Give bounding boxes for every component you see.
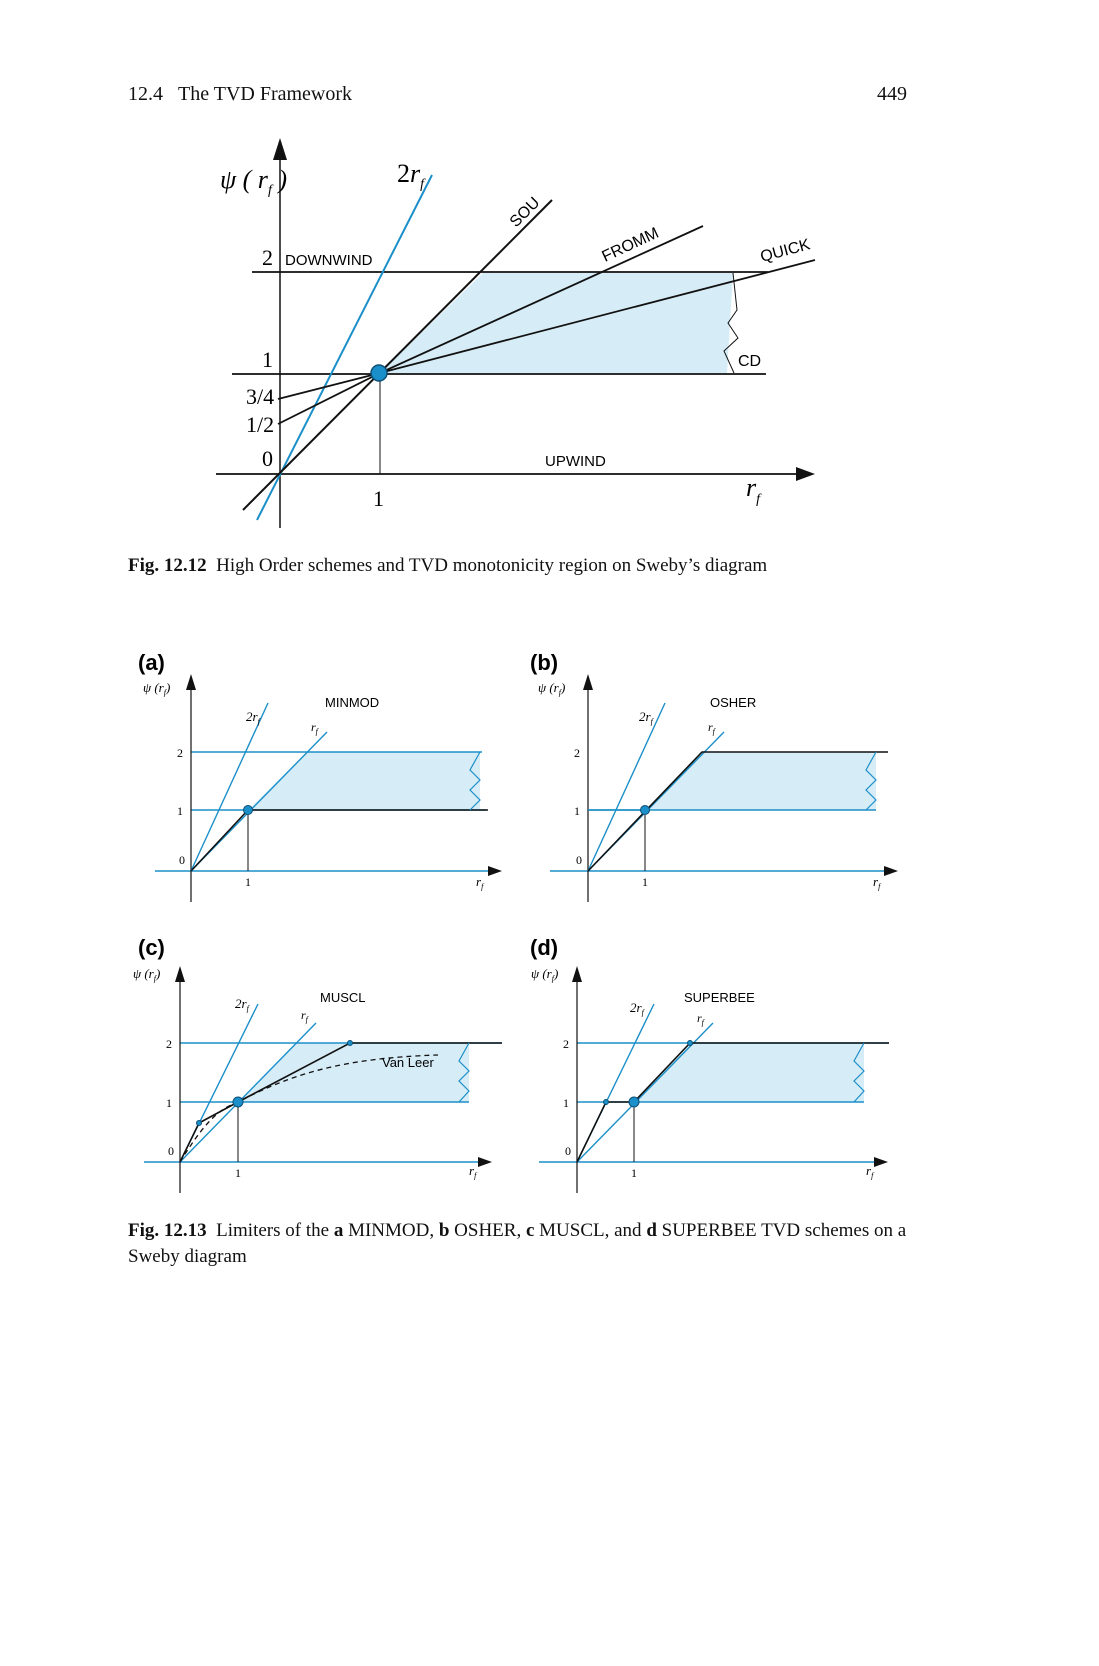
xlabel-c: rf: [469, 1163, 478, 1180]
tick-2: 2: [262, 245, 273, 270]
tick-y0-c: 0: [168, 1144, 174, 1158]
ylabel-d: ψ (rf): [531, 966, 558, 983]
x-tick-1: 1: [373, 486, 384, 511]
caption-part-0: Limiters of the: [216, 1220, 334, 1241]
caption-part-8: SUPERBEE TVD schemes on a Sweby diagram: [128, 1220, 907, 1267]
tick-x1-a: 1: [245, 875, 251, 889]
caption-part-3: b: [438, 1220, 450, 1241]
section-title: The TVD Framework: [178, 83, 353, 105]
tick-y2-b: 2: [574, 746, 580, 760]
ylabel-a: ψ (rf): [143, 680, 170, 697]
caption-label-13: Fig. 12.13: [128, 1220, 207, 1241]
caption-text-13: Limiters of the a MINMOD, b OSHER, c MUS…: [128, 1220, 906, 1267]
panel-letter-d: (d): [530, 935, 558, 960]
panel-d: (d) ψ (rf) SUPERBEE 2rf rf 2 1 0 1 rf: [530, 935, 889, 1193]
label-r-c: rf: [301, 1008, 310, 1024]
tick-3-4: 3/4: [246, 384, 274, 409]
fig12-ylabel: ψ ( rf ): [220, 165, 287, 198]
caption-fig-12-13: Fig. 12.13 Limiters of the a MINMOD, b O…: [128, 1218, 918, 1270]
caption-part-5: c: [525, 1220, 535, 1241]
panel-letter-b: (b): [530, 650, 558, 675]
limiter-osher: [587, 751, 888, 872]
region-b: [588, 752, 876, 871]
label-r-b: rf: [708, 720, 717, 736]
caption-fig-12-12: Fig. 12.12 High Order schemes and TVD mo…: [128, 553, 978, 579]
cd-zigzag: [723, 272, 739, 374]
tick-x1-d: 1: [631, 1166, 637, 1180]
center-point: [370, 364, 388, 382]
tick-0: 0: [262, 446, 273, 471]
caption-label: Fig. 12.12: [128, 555, 207, 576]
name-a: MINMOD: [325, 695, 379, 710]
tick-1-2: 1/2: [246, 412, 274, 437]
panel-letter-a: (a): [138, 650, 165, 675]
caption-part-6: MUSCL, and: [534, 1220, 647, 1241]
tvd-region: [282, 273, 733, 475]
limiter-van-leer: [179, 1054, 439, 1163]
tick-y0-b: 0: [576, 853, 582, 867]
label-cd: CD: [738, 353, 761, 370]
limiter-minmod: [190, 809, 488, 872]
tick-y2-d: 2: [563, 1037, 569, 1051]
panel-a: (a) ψ (rf) MINMOD 2rf rf 2 1 0 1 rf: [138, 650, 502, 902]
label-downwind: DOWNWIND: [285, 252, 373, 269]
page-number: 449: [877, 83, 907, 105]
tick-x1-c: 1: [235, 1166, 241, 1180]
xlabel-d: rf: [866, 1163, 875, 1180]
tick-y2-c: 2: [166, 1037, 172, 1051]
section-number: 12.4: [128, 83, 163, 105]
caption-part-7: d: [646, 1220, 657, 1241]
region-d: [577, 1043, 864, 1162]
tick-y2-a: 2: [177, 746, 183, 760]
caption-part-4: OSHER,: [449, 1220, 526, 1241]
label-2r-a: 2rf: [246, 709, 262, 726]
name-b: OSHER: [710, 695, 756, 710]
line-2r: [256, 174, 433, 521]
panel-c: (c) ψ (rf) MUSCL Van Leer 2rf rf 2 1 0 1…: [133, 935, 502, 1193]
label-upwind: UPWIND: [545, 453, 606, 470]
tick-y1-a: 1: [177, 804, 183, 818]
panel-b: (b) ψ (rf) OSHER 2rf rf 2 1 0 1 rf: [530, 650, 898, 902]
panel-letter-c: (c): [138, 935, 165, 960]
label-2r-b: 2rf: [639, 709, 655, 726]
tick-y0-d: 0: [565, 1144, 571, 1158]
xlabel-a: rf: [476, 874, 485, 891]
y-axis-arrow: [273, 138, 287, 160]
label-2r-c: 2rf: [235, 996, 251, 1013]
region-c: [180, 1043, 469, 1162]
region-a: [191, 752, 480, 871]
x-axis-arrow: [796, 467, 815, 481]
name-c: MUSCL: [320, 990, 366, 1005]
ylabel-c: ψ (rf): [133, 966, 160, 983]
running-header: 12.4 The TVD Framework: [128, 83, 352, 106]
tick-y1-b: 1: [574, 804, 580, 818]
tick-x1-b: 1: [642, 875, 648, 889]
xlabel-b: rf: [873, 874, 882, 891]
label-van-leer: Van Leer: [382, 1055, 434, 1070]
tick-y0-a: 0: [179, 853, 185, 867]
label-r-d: rf: [697, 1011, 706, 1027]
tick-y1-c: 1: [166, 1096, 172, 1110]
name-d: SUPERBEE: [684, 990, 755, 1005]
line-sou: [242, 199, 553, 511]
label-2r-d: 2rf: [630, 1000, 646, 1017]
caption-part-1: a: [333, 1220, 344, 1241]
caption-text: High Order schemes and TVD monotonicity …: [216, 555, 768, 576]
tick-y1-d: 1: [563, 1096, 569, 1110]
tick-1: 1: [262, 347, 273, 372]
ylabel-b: ψ (rf): [538, 680, 565, 697]
label-r-a: rf: [311, 720, 320, 736]
caption-part-2: MINMOD,: [343, 1220, 439, 1241]
